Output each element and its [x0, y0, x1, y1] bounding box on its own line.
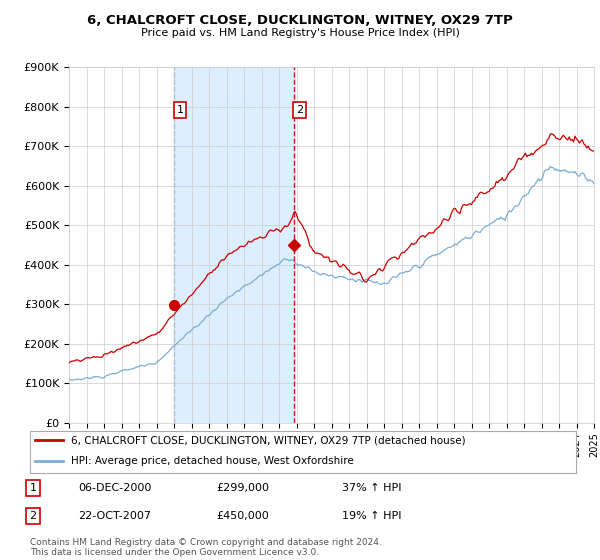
- Text: 22-OCT-2007: 22-OCT-2007: [78, 511, 151, 521]
- Text: 1: 1: [29, 483, 37, 493]
- Bar: [174, 67, 293, 423]
- Text: 06-DEC-2000: 06-DEC-2000: [78, 483, 151, 493]
- Text: 1: 1: [176, 105, 184, 115]
- Text: Contains HM Land Registry data © Crown copyright and database right 2024.
This d: Contains HM Land Registry data © Crown c…: [30, 538, 382, 557]
- Text: 6, CHALCROFT CLOSE, DUCKLINGTON, WITNEY, OX29 7TP: 6, CHALCROFT CLOSE, DUCKLINGTON, WITNEY,…: [87, 14, 513, 27]
- Text: Price paid vs. HM Land Registry's House Price Index (HPI): Price paid vs. HM Land Registry's House …: [140, 28, 460, 38]
- Text: 6, CHALCROFT CLOSE, DUCKLINGTON, WITNEY, OX29 7TP (detached house): 6, CHALCROFT CLOSE, DUCKLINGTON, WITNEY,…: [71, 436, 466, 445]
- Text: HPI: Average price, detached house, West Oxfordshire: HPI: Average price, detached house, West…: [71, 456, 354, 466]
- Text: 2: 2: [29, 511, 37, 521]
- Text: £450,000: £450,000: [216, 511, 269, 521]
- Text: 19% ↑ HPI: 19% ↑ HPI: [342, 511, 401, 521]
- Text: 2: 2: [296, 105, 303, 115]
- Text: 37% ↑ HPI: 37% ↑ HPI: [342, 483, 401, 493]
- Text: £299,000: £299,000: [216, 483, 269, 493]
